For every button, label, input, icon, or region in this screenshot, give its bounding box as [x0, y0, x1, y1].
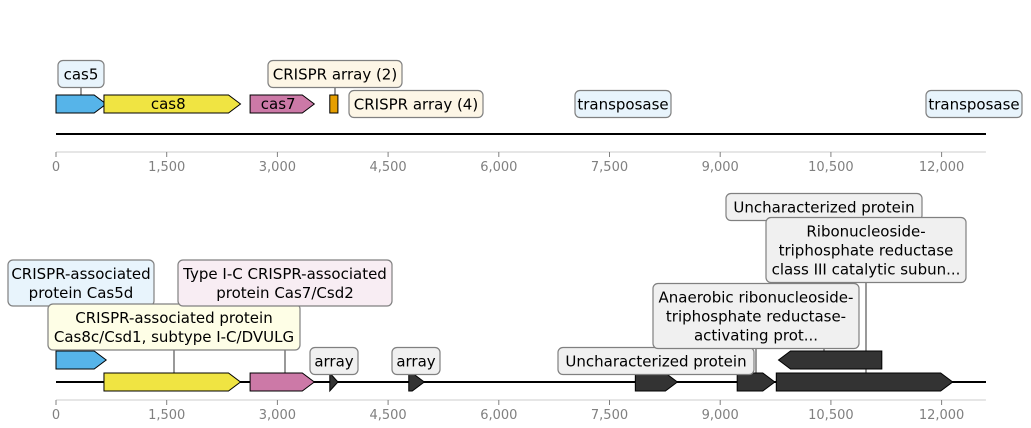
axis-tick-label: 10,500: [808, 160, 854, 175]
gene-label-crispr-array-2: CRISPR array (2): [273, 66, 397, 84]
gene-label-transposase-1: transposase: [577, 96, 668, 114]
axis-tick-label: 4,500: [369, 160, 406, 175]
gene-uncharacterized-2: [777, 350, 883, 370]
bottom-axis: 0 1,500 3,000 4,500 6,000 7,500 9,000 10,500 12,…: [52, 399, 986, 423]
label-box-array-1: [309, 346, 359, 376]
axis-tick-label: 6,000: [480, 408, 517, 423]
axis-tick-label: 9,000: [702, 408, 739, 423]
bottom-track: 0 1,500 3,000 4,500 6,000 7,500 9,000 10,500 12,…: [7, 192, 986, 423]
axis-tick-label: 0: [52, 408, 60, 423]
label-box-crispr-array-2: [267, 59, 403, 89]
gene-anaerobic-rnr-act: [736, 372, 776, 392]
gene-cas8: [103, 94, 242, 114]
gene-array-1: [329, 371, 339, 393]
label-box-transposase-2: [925, 89, 1023, 119]
gene-array-2: [408, 372, 426, 392]
top-axis: 0 1,500 3,000 4,500 6,000 7,500 9,000 10,500 12,…: [52, 151, 986, 175]
axis-tick-label: 3,000: [259, 408, 296, 423]
gene-label-cas5d: CRISPR-associated protein Cas5d: [11, 265, 150, 302]
label-box-cas7-csd2: [177, 259, 393, 307]
gene-label-cas5: cas5: [64, 66, 99, 84]
gene-label-crispr-array-4: CRISPR array (4): [354, 96, 478, 114]
label-box-cas5: [57, 59, 105, 89]
axis-tick-label: 3,000: [259, 160, 296, 175]
gene-rnr-class3: [775, 372, 954, 392]
top-labels: cas5 cas8 cas7 CRISPR array (2) CRISPR array…: [57, 59, 1023, 119]
gene-label-cas8c: CRISPR-associated protein Cas8c/Csd1, sub…: [54, 309, 294, 346]
label-box-rnr-class3: [765, 216, 967, 284]
bottom-labels: CRISPR-associated protein Cas5d CRISPR-ass…: [7, 192, 967, 376]
axis-tick-label: 12,000: [919, 160, 965, 175]
gene-label-array-2: array: [396, 353, 435, 371]
label-box-array-2: [391, 346, 441, 376]
gene-label-rnr-class3: Ribonucleoside-triphosphate reductase cla…: [772, 223, 961, 279]
axis-tick-label: 4,500: [369, 408, 406, 423]
axis-tick-label: 1,500: [148, 160, 185, 175]
gene-uncharacterized-1: [634, 372, 679, 392]
axis-tick-label: 7,500: [591, 408, 628, 423]
gene-label-uncharacterized-1: Uncharacterized protein: [565, 353, 746, 371]
axis-tick-label: 12,000: [919, 408, 965, 423]
gene-label-cas7: cas7: [261, 95, 296, 113]
axis-tick-label: 7,500: [591, 160, 628, 175]
label-box-transposase-1: [574, 89, 672, 119]
bottom-features: [55, 350, 954, 393]
gene-crispr-array-2: [329, 94, 339, 114]
axis-tick-label: 10,500: [808, 408, 854, 423]
gene-label-cas7-csd2: Type I-C CRISPR-associated protein Cas7/C…: [182, 265, 387, 302]
label-box-anaerobic-rnr-act: [652, 282, 860, 350]
label-box-cas8c: [47, 303, 301, 351]
axis-tick-label: 0: [52, 160, 60, 175]
gene-cas5: [55, 94, 108, 114]
axis-tick-label: 6,000: [480, 160, 517, 175]
gene-cas8c: [103, 372, 242, 392]
gene-label-array-1: array: [314, 353, 353, 371]
gene-label-anaerobic-rnr-act: Anaerobic ribonucleoside-triphosphate re…: [659, 289, 854, 345]
gene-cas5d: [55, 350, 108, 370]
gene-label-cas8: cas8: [151, 95, 186, 113]
gene-cas7: [249, 94, 316, 114]
axis-tick-label: 1,500: [148, 408, 185, 423]
gene-cas7-csd2: [249, 372, 316, 392]
gene-label-uncharacterized-2: Uncharacterized protein: [733, 199, 914, 217]
top-features: [55, 94, 987, 114]
gene-label-transposase-2: transposase: [928, 96, 1019, 114]
label-box-crispr-array-4: [348, 89, 484, 119]
top-track: 0 1,500 3,000 4,500 6,000 7,500 9,000 10,500 12,…: [52, 59, 1023, 175]
axis-tick-label: 9,000: [702, 160, 739, 175]
